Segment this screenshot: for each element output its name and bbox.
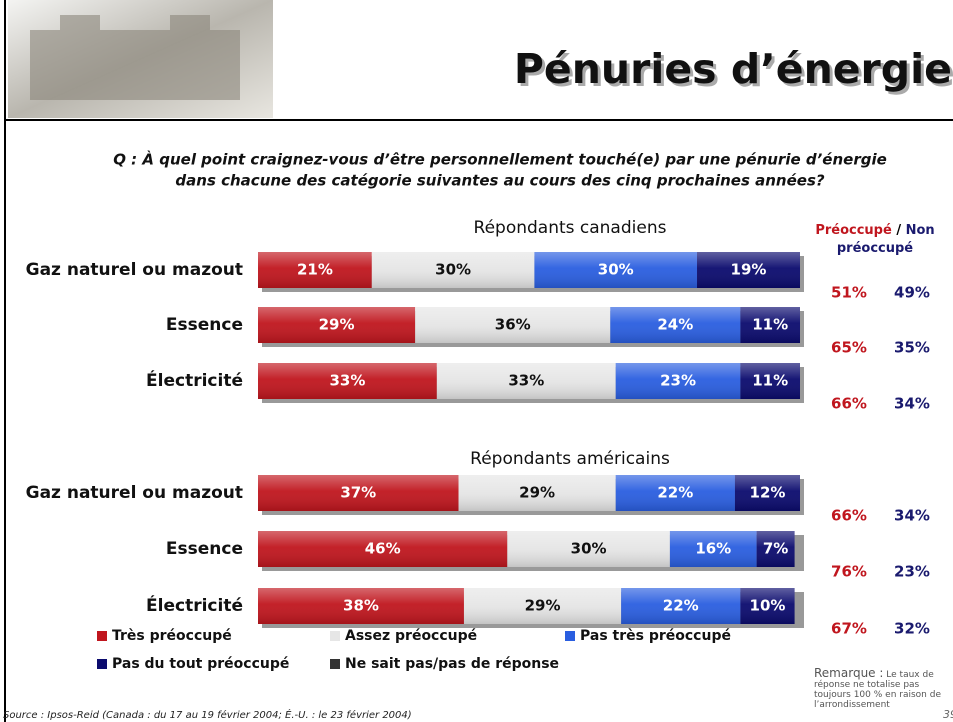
bar-shine xyxy=(258,363,437,399)
bar-shine xyxy=(258,307,416,343)
group-title: Répondants canadiens xyxy=(474,218,667,238)
bar-shine xyxy=(463,588,622,624)
segment-label: 12% xyxy=(750,484,786,502)
bar-shine xyxy=(734,475,800,511)
legend-label: Assez préoccupé xyxy=(345,628,477,644)
segment-label: 11% xyxy=(752,316,788,334)
title-shadow: Pénuries d’énergie xyxy=(517,48,953,96)
group-title: Répondants américains xyxy=(470,449,670,469)
bar-shine xyxy=(534,252,698,288)
not-concerned-label: Non préoccupé xyxy=(836,223,935,256)
segment-label: 36% xyxy=(495,316,531,334)
segment-label: 23% xyxy=(660,372,696,390)
segment-label: 33% xyxy=(508,372,544,390)
concerned-value: 51% xyxy=(831,284,867,302)
segment-label: 22% xyxy=(663,597,699,615)
bar-shine xyxy=(615,363,741,399)
bar-shine xyxy=(621,588,741,624)
bar-shine xyxy=(258,252,372,288)
bar-shine xyxy=(756,531,795,567)
building-sketch xyxy=(30,15,240,100)
concern-header: Préoccupé / Non préoccupé xyxy=(815,223,935,256)
source: Source : Ipsos-Reid (Canada : du 17 au 1… xyxy=(3,708,412,721)
bar-shine xyxy=(258,475,459,511)
bar-shine xyxy=(507,531,670,567)
concerned-value: 66% xyxy=(831,507,867,525)
bar-shine xyxy=(669,531,757,567)
legend-swatch xyxy=(97,659,107,669)
legend-label: Pas du tout préoccupé xyxy=(112,656,289,672)
segment-label: 29% xyxy=(319,316,355,334)
not-concerned-value: 34% xyxy=(894,507,930,525)
legend-label: Très préoccupé xyxy=(112,628,232,644)
not-concerned-value: 23% xyxy=(894,563,930,581)
segment-label: 10% xyxy=(750,597,786,615)
segment-label: 38% xyxy=(343,597,379,615)
bar-shine xyxy=(610,307,741,343)
concerned-value: 76% xyxy=(831,563,867,581)
category-label: Électricité xyxy=(146,594,243,616)
bar-shine xyxy=(615,475,735,511)
category-label: Gaz naturel ou mazout xyxy=(26,483,243,503)
category-label: Essence xyxy=(166,539,243,559)
segment-label: 11% xyxy=(752,372,788,390)
concerned-value: 65% xyxy=(831,339,867,357)
legend-swatch xyxy=(97,631,107,641)
category-label: Électricité xyxy=(146,369,243,391)
page-number: 39 xyxy=(943,708,953,721)
category-label: Essence xyxy=(166,315,243,335)
concerned-value: 66% xyxy=(831,395,867,413)
bar-shine xyxy=(371,252,535,288)
not-concerned-value: 35% xyxy=(894,339,930,357)
segment-label: 29% xyxy=(519,484,555,502)
not-concerned-value: 32% xyxy=(894,620,930,638)
note: Remarque : Le taux de réponse ne totalis… xyxy=(814,666,950,710)
note-text: Le taux de réponse ne totalise pas toujo… xyxy=(814,670,941,710)
legend-swatch xyxy=(330,631,340,641)
segment-label: 37% xyxy=(340,484,376,502)
segment-label: 46% xyxy=(365,540,401,558)
segment-label: 30% xyxy=(571,540,607,558)
question: dans chacune des catégorie suivantes au … xyxy=(175,172,824,190)
segment-label: 7% xyxy=(763,540,788,558)
segment-label: 33% xyxy=(329,372,365,390)
legend-label: Ne sait pas/pas de réponse xyxy=(345,656,559,672)
concerned-label: Préoccupé xyxy=(815,223,892,238)
segment-label: 22% xyxy=(657,484,693,502)
bar-shine xyxy=(436,363,616,399)
bar-shine xyxy=(258,588,464,624)
segment-label: 30% xyxy=(598,261,634,279)
not-concerned-value: 34% xyxy=(894,395,930,413)
bar-shine xyxy=(697,252,800,288)
title: Pénuries d’énergie xyxy=(514,45,952,93)
concerned-value: 67% xyxy=(831,620,867,638)
bar-shine xyxy=(740,588,795,624)
segment-label: 21% xyxy=(297,261,333,279)
segment-label: 30% xyxy=(435,261,471,279)
not-concerned-value: 49% xyxy=(894,284,930,302)
bar-shine xyxy=(415,307,611,343)
category-label: Gaz naturel ou mazout xyxy=(26,260,243,280)
segment-label: 29% xyxy=(525,597,561,615)
segment-label: 16% xyxy=(695,540,731,558)
bar-shine xyxy=(740,363,800,399)
segment-label: 24% xyxy=(657,316,693,334)
legend-label: Pas très préoccupé xyxy=(580,628,731,644)
segment-label: 19% xyxy=(731,261,767,279)
legend-swatch xyxy=(330,659,340,669)
bar-shine xyxy=(458,475,616,511)
bar-shine xyxy=(740,307,800,343)
legend-swatch xyxy=(565,631,575,641)
note-label: Remarque : xyxy=(814,666,884,680)
question: Q : À quel point craignez-vous d’être pe… xyxy=(113,150,887,169)
bar-shine xyxy=(258,531,508,567)
